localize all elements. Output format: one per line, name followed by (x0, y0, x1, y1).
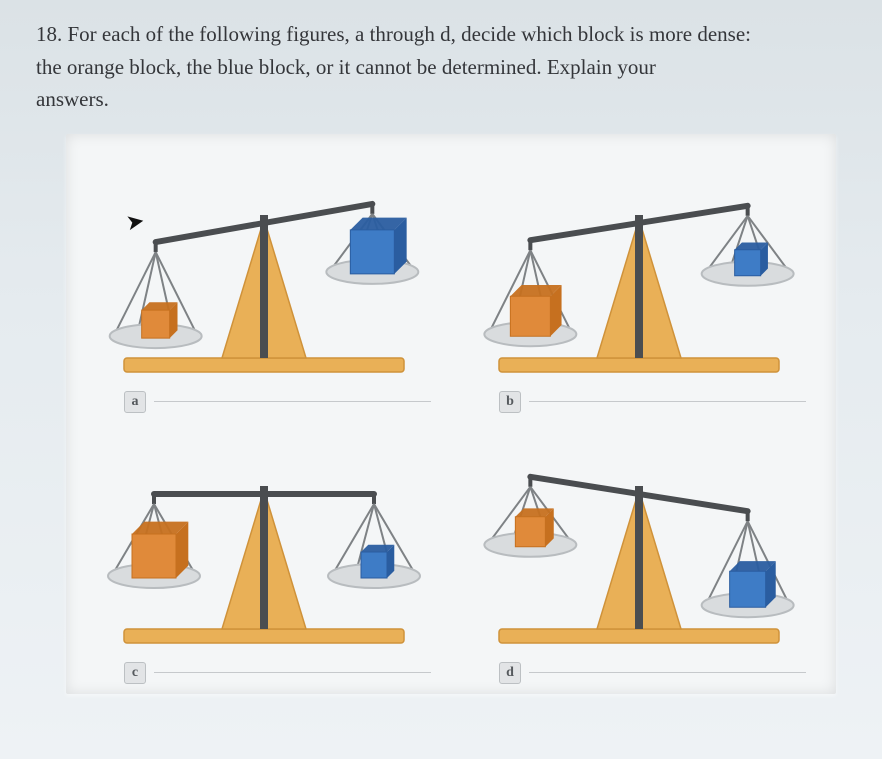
figure-label-d: d (499, 662, 521, 684)
caption-line (529, 672, 806, 673)
figure-label-c: c (124, 662, 146, 684)
figure-panel: ➤ a (66, 134, 836, 694)
caption-line (529, 401, 806, 402)
page: 18. For each of the following figures, a… (0, 0, 882, 759)
figure-label-a: a (124, 391, 146, 413)
balance-svg-d (474, 434, 804, 654)
caption-row: b (471, 391, 806, 413)
question-line-2: the orange block, the blue block, or it … (36, 55, 656, 79)
caption-row: c (96, 662, 431, 684)
figure-b: b (471, 154, 806, 413)
figure-label-b: b (499, 391, 521, 413)
question-number: 18. (36, 22, 62, 46)
balance-svg-c (99, 434, 429, 654)
question-line-1: For each of the following figures, a thr… (68, 22, 751, 46)
figure-c: c (96, 425, 431, 684)
caption-row: a (96, 391, 431, 413)
balance-svg-a (99, 163, 429, 383)
figure-a: ➤ a (96, 154, 431, 413)
balance-svg-b (474, 163, 804, 383)
caption-line (154, 672, 431, 673)
caption-line (154, 401, 431, 402)
question-line-3: answers. (36, 87, 109, 111)
question-text: 18. For each of the following figures, a… (36, 18, 846, 116)
caption-row: d (471, 662, 806, 684)
figure-d: d (471, 425, 806, 684)
